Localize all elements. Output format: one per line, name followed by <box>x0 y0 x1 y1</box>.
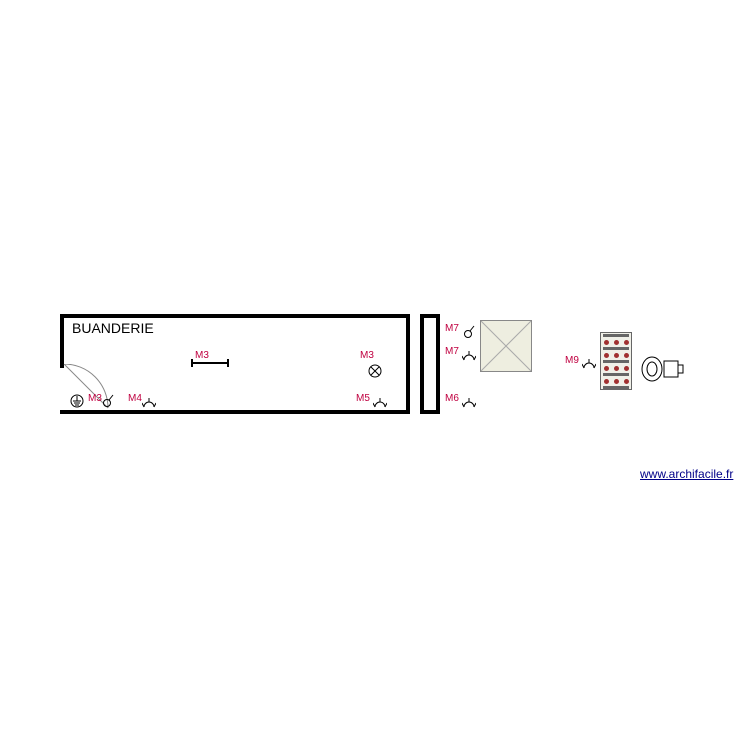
label-m4: M4 <box>128 393 142 404</box>
label-m5: M5 <box>356 393 370 404</box>
electrical-panel-icon <box>600 332 632 390</box>
outlet-m9-icon <box>582 358 596 370</box>
toilet-icon <box>640 355 684 383</box>
room-wall-top <box>60 314 410 318</box>
wall2-left <box>420 314 424 414</box>
outlet-m4-icon <box>142 397 156 409</box>
switch-m7-icon <box>463 325 475 339</box>
switch-m3-icon <box>102 394 114 408</box>
lamp-icon <box>368 364 382 378</box>
outlet-m5-icon <box>373 397 387 409</box>
wall2-bottom <box>420 410 440 414</box>
wall2-right <box>436 314 440 414</box>
outlet-m6-icon <box>462 397 476 409</box>
room-title: BUANDERIE <box>72 320 154 336</box>
label-m6: M6 <box>445 393 459 404</box>
wall2-top <box>420 314 440 318</box>
room-wall-right <box>406 314 410 414</box>
label-m3c: M3 <box>360 350 374 361</box>
door-swing-icon <box>60 364 112 416</box>
watermark-link[interactable]: www.archifacile.fr <box>640 467 733 481</box>
outlet-m7-icon <box>462 350 476 362</box>
label-m7b: M7 <box>445 346 459 357</box>
room-wall-left-upper <box>60 314 64 368</box>
ground-icon <box>70 394 84 408</box>
hatched-box-icon <box>480 320 532 372</box>
light-bracket-icon <box>190 358 230 368</box>
room-wall-bottom <box>60 410 410 414</box>
label-m7a: M7 <box>445 323 459 334</box>
label-m3a: M3 <box>88 393 102 404</box>
label-m9: M9 <box>565 355 579 366</box>
